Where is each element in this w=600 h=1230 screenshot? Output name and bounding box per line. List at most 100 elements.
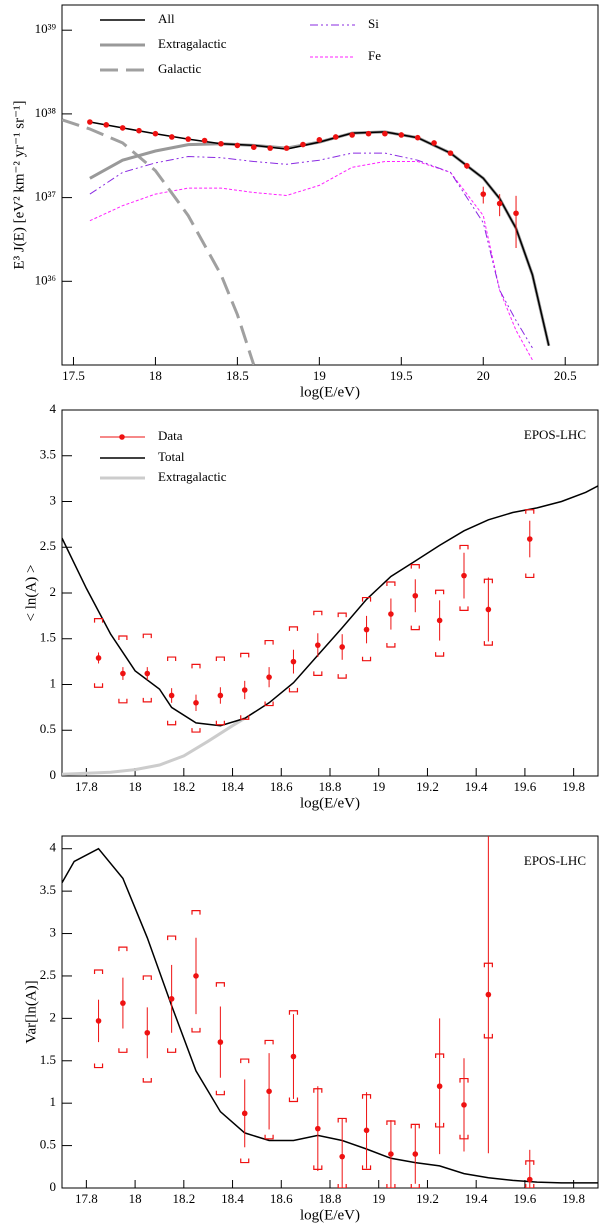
plot-frame [61,409,599,777]
y-tick-label: 2 [50,584,57,599]
data-point [217,692,224,699]
y-tick-label: 0 [50,1179,57,1194]
data-point [250,144,257,151]
sys-bracket-high [337,612,347,618]
data-point [290,1053,297,1060]
x-tick-label: 18.4 [221,779,244,794]
sys-bracket-low [118,1048,128,1053]
data-point [414,134,421,141]
x-tick-label: 19.2 [416,1191,439,1206]
x-tick-label: 19 [372,779,385,794]
x-tick-label: 19 [313,368,326,383]
sys-bracket-low [386,642,396,648]
data-point [332,134,339,140]
sys-bracket-high [525,1160,535,1165]
sys-bracket-low [483,1033,493,1039]
sys-bracket-high [118,635,128,641]
data-point [87,119,93,125]
series-line [89,152,533,349]
x-tick-label: 19.8 [562,1191,585,1206]
plot-area [62,485,598,776]
legend-label: Si [368,16,379,31]
data-point [217,1039,224,1045]
legend-label: Data [158,428,183,443]
data-point [412,592,419,599]
y-axis-title: E³ J(E) [eV² km⁻² yr⁻¹ sr⁻¹] [11,100,27,269]
sys-bracket-high [215,982,225,987]
sys-bracket-high [410,564,420,569]
y-tick-label: 3.5 [40,882,56,897]
series-line [89,130,551,347]
data-point [152,130,159,137]
sys-bracket-low [361,1165,372,1170]
x-tick-label: 18.2 [172,779,195,794]
data-point [185,136,192,142]
data-point [120,1000,126,1006]
plot-area [62,118,551,365]
data-point [485,606,492,613]
data-point [496,200,503,207]
y-tick-label: 2.5 [40,967,56,982]
sys-bracket-high [459,544,469,550]
sys-bracket-high [435,1053,445,1058]
y-tick-label: 2.5 [40,538,56,553]
data-point [363,626,370,633]
y-tick-label: 10³⁸ [35,105,57,120]
data-point [461,572,467,579]
data-point [388,1151,394,1157]
data-point [412,1151,419,1157]
x-tick-label: 20 [477,368,490,383]
legend-label: Fe [368,48,381,63]
data-point [267,145,273,151]
data-point [266,1088,272,1095]
sys-bracket-low [410,1184,420,1188]
y-tick-label: 3 [50,925,57,940]
legend-label: Extragalactic [158,469,227,484]
sys-bracket-high [525,509,535,514]
sys-bracket-high [483,578,493,584]
sys-bracket-low [288,1097,299,1103]
x-tick-label: 19.5 [390,368,413,383]
annotation: EPOS-LHC [524,853,586,868]
sys-bracket-high [215,656,225,662]
data-point [315,642,321,648]
x-tick-label: 19.6 [514,779,537,794]
sys-bracket-high [191,910,201,915]
sys-bracket-high [264,1039,274,1045]
x-tick-label: 19 [372,1191,385,1206]
sys-bracket-low [118,698,128,704]
data-point [436,617,443,624]
data-point [169,134,175,140]
data-point [120,670,126,677]
y-tick-label: 0 [50,767,57,782]
legend-swatch-point [119,434,125,440]
x-tick-label: 19.4 [465,1191,488,1206]
data-point [480,191,487,197]
sys-bracket-low [337,1184,347,1188]
y-tick-label: 0.5 [40,1137,56,1152]
x-tick-label: 18.8 [319,1191,342,1206]
y-tick-label: 4 [50,401,57,416]
x-tick-label: 18.2 [172,1191,195,1206]
x-tick-label: 18 [129,1191,142,1206]
x-tick-label: 19.8 [562,779,585,794]
sys-bracket-high [483,962,493,968]
x-axis-title: log(E/eV) [300,384,360,400]
plot-area [62,836,598,1188]
x-tick-label: 18.8 [319,779,342,794]
data-point [398,132,405,138]
data-point [103,122,110,128]
y-tick-label: 0.5 [40,721,56,736]
data-point [339,644,345,650]
data-point [95,655,102,661]
data-point [241,687,248,693]
sys-bracket-low [410,625,420,631]
sys-bracket-low [167,720,177,726]
series-line [62,118,256,365]
data-point [363,1127,370,1134]
sys-bracket-high [191,663,201,669]
x-tick-label: 18.6 [270,779,293,794]
sys-bracket-low [264,1134,274,1140]
legend-label: Galactic [158,61,202,76]
sys-bracket-high [167,935,177,941]
